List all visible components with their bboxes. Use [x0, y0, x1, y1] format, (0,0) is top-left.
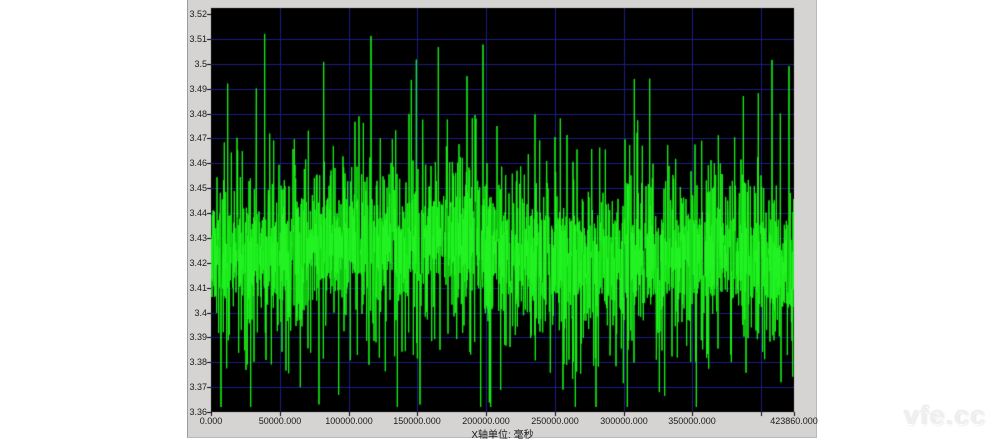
y-tick-label: 3.36	[189, 407, 207, 417]
x-tick-label: 300000.000	[600, 416, 648, 426]
x-tick-label: 50000.000	[258, 416, 302, 426]
x-tick-label: 350000.000	[668, 416, 716, 426]
y-tick-label: 3.49	[189, 84, 207, 94]
waveform-canvas	[188, 0, 816, 438]
y-tick-label: 3.47	[189, 133, 207, 143]
y-tick-label: 3.43	[189, 233, 207, 243]
x-tick-label: 150000.000	[393, 416, 441, 426]
y-tick-label: 3.39	[189, 332, 207, 342]
y-tick-label: 3.41	[189, 283, 207, 293]
y-tick-label: 3.42	[189, 258, 207, 268]
y-tick-label: 3.44	[189, 208, 207, 218]
y-tick-label: 3.45	[189, 183, 207, 193]
x-axis-unit-label: X轴单位: 毫秒	[471, 430, 534, 441]
y-tick-label: 3.4	[194, 308, 207, 318]
y-tick-label: 3.38	[189, 357, 207, 367]
y-tick-label: 3.5	[194, 59, 207, 69]
x-tick-label: 250000.000	[531, 416, 579, 426]
y-tick-label: 3.52	[189, 9, 207, 19]
y-tick-label: 3.37	[189, 382, 207, 392]
x-tick-label: 100000.000	[325, 416, 373, 426]
y-tick-label: 3.51	[189, 34, 207, 44]
chart-panel: 3.52 3.51 3.5 3.49 3.48 3.47 3.46 3.45 3.44 3.43 3…	[187, 0, 818, 441]
x-tick-label: 0.000	[199, 416, 223, 426]
y-tick-label: 3.48	[189, 109, 207, 119]
x-tick-label: 423860.000	[770, 416, 818, 426]
y-tick-label: 3.46	[189, 158, 207, 168]
watermark-text: vfe.cc	[903, 400, 986, 430]
x-tick-label: 200000.000	[462, 416, 510, 426]
